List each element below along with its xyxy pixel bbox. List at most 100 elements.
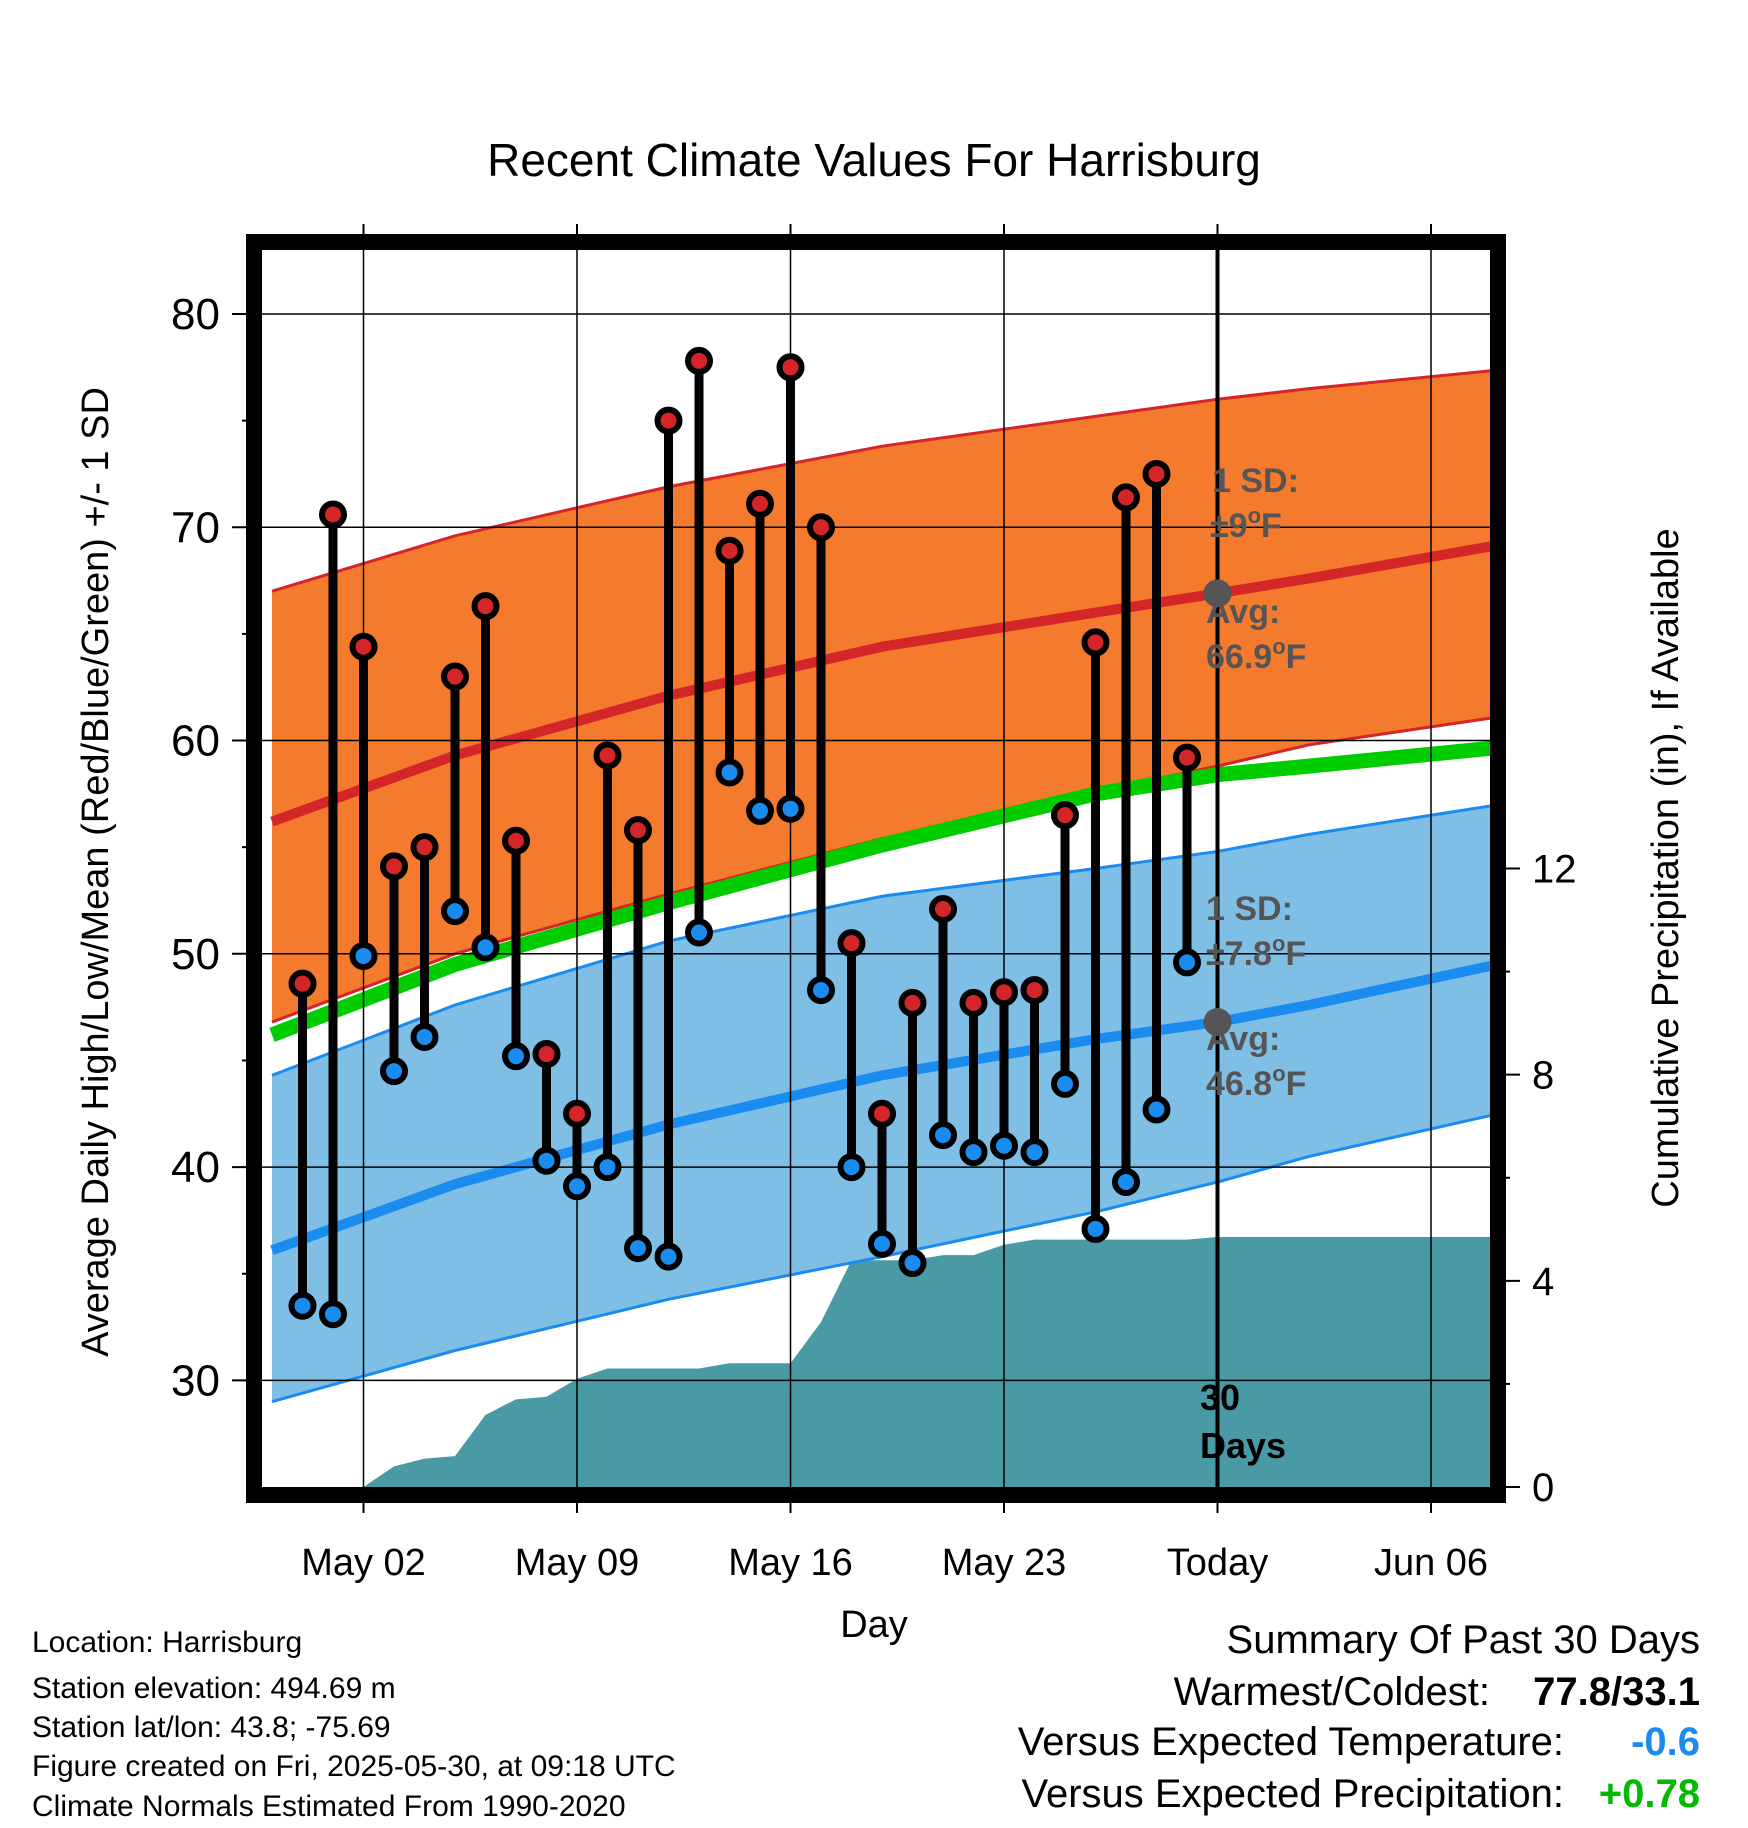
daily-low-point xyxy=(624,1234,652,1263)
y2-tick-label: 0 xyxy=(1532,1466,1554,1510)
daily-low-point xyxy=(1142,1095,1171,1124)
daily-high-point xyxy=(410,833,439,862)
daily-low-point xyxy=(685,918,713,947)
daily-high-point xyxy=(715,536,744,565)
info-location: Location: Harrisburg xyxy=(32,1626,303,1659)
daily-low-point xyxy=(441,897,469,926)
daily-high-point xyxy=(288,969,317,998)
daily-high-point xyxy=(502,826,530,855)
daily-low-point xyxy=(1173,948,1201,977)
y-tick-label: 40 xyxy=(171,1143,220,1192)
daily-high-point xyxy=(563,1099,591,1128)
summary-precip-value: +0.78 xyxy=(1598,1772,1700,1816)
daily-high-point xyxy=(929,895,957,924)
x-tick-label: May 23 xyxy=(942,1542,1067,1584)
low-sd-label: 1 SD: xyxy=(1206,890,1293,928)
daily-low-point xyxy=(410,1022,439,1051)
y2-tick-label: 4 xyxy=(1532,1260,1554,1304)
daily-high-point xyxy=(654,406,683,435)
high-avg-value: 66.9oF xyxy=(1206,634,1306,676)
daily-high-point xyxy=(837,929,866,958)
daily-low-point xyxy=(990,1131,1018,1160)
summary-title: Summary Of Past 30 Days xyxy=(1226,1618,1700,1662)
daily-high-point xyxy=(1142,459,1171,488)
daily-high-point xyxy=(776,353,805,382)
summary-temp-value: -0.6 xyxy=(1631,1720,1700,1764)
y-tick-label: 30 xyxy=(171,1356,220,1405)
daily-high-point xyxy=(441,662,469,691)
y2-tick-label: 12 xyxy=(1532,848,1577,892)
daily-low-point xyxy=(929,1121,957,1150)
avg-high-line xyxy=(270,541,1490,827)
high-avg-label: Avg: xyxy=(1206,593,1280,631)
y-tick-label: 70 xyxy=(171,503,220,552)
daily-low-point xyxy=(593,1153,622,1182)
info-elevation: Station elevation: 494.69 m xyxy=(32,1672,396,1705)
daily-high-point xyxy=(1020,976,1049,1005)
x-tick-label: Jun 06 xyxy=(1374,1542,1488,1584)
daily-low-point xyxy=(319,1300,347,1329)
summary-precip-label: Versus Expected Precipitation: xyxy=(1021,1772,1564,1816)
daily-high-point xyxy=(1051,801,1079,830)
x-tick-label: May 09 xyxy=(515,1542,640,1584)
daily-high-point xyxy=(532,1040,561,1069)
daily-low-point xyxy=(471,933,500,962)
daily-high-point xyxy=(746,489,774,518)
daily-low-point xyxy=(502,1042,530,1071)
low-avg-label: Avg: xyxy=(1206,1020,1280,1058)
daily-low-point xyxy=(532,1146,561,1175)
daily-low-point xyxy=(380,1057,408,1086)
daily-low-point xyxy=(776,794,805,823)
summary-warmest-value: 77.8/33.1 xyxy=(1533,1670,1700,1714)
y-tick-label: 80 xyxy=(171,290,220,339)
daily-low-point xyxy=(1020,1138,1049,1167)
low-sd-upper-line xyxy=(271,804,1490,1077)
daily-high-point xyxy=(380,852,408,881)
today-avg-high-dot xyxy=(1203,579,1232,608)
info-normals: Climate Normals Estimated From 1990-2020 xyxy=(32,1790,626,1823)
high-sd-value: ±9oF xyxy=(1210,503,1282,545)
daily-low-point xyxy=(746,796,774,825)
daily-low-point xyxy=(837,1153,866,1182)
daily-high-point xyxy=(1112,483,1140,512)
chart-title: Recent Climate Values For Harrisburg xyxy=(487,134,1261,186)
daily-low-point xyxy=(563,1172,591,1201)
daily-low-point xyxy=(349,941,378,970)
daily-low-point xyxy=(1112,1168,1140,1197)
info-latlon: Station lat/lon: 43.8; -75.69 xyxy=(32,1711,391,1744)
info-created: Figure created on Fri, 2025-05-30, at 09… xyxy=(32,1750,676,1783)
today-label-number: 30 xyxy=(1200,1377,1240,1418)
y2-tick-label: 8 xyxy=(1532,1054,1554,1098)
summary-warmest-label: Warmest/Coldest: xyxy=(1173,1670,1490,1714)
daily-low-point xyxy=(868,1229,896,1258)
daily-high-point xyxy=(990,978,1018,1007)
x-tick-label: Today xyxy=(1167,1542,1268,1584)
summary-temp-label: Versus Expected Temperature: xyxy=(1017,1720,1564,1764)
daily-high-point xyxy=(868,1099,896,1128)
daily-high-point xyxy=(898,988,927,1017)
low-sd-value: ±7.8oF xyxy=(1206,931,1306,973)
avg-low-line xyxy=(270,960,1490,1255)
daily-high-point xyxy=(471,592,500,621)
y2-axis-label: Cumulative Precipitation (in), If Availa… xyxy=(1645,528,1687,1207)
x-axis-label: Day xyxy=(840,1604,908,1646)
high-sd-label: 1 SD: xyxy=(1212,462,1299,500)
daily-high-point xyxy=(807,513,835,542)
daily-high-point xyxy=(349,632,378,661)
daily-high-point xyxy=(624,816,652,845)
y-axis-label: Average Daily High/Low/Mean (Red/Blue/Gr… xyxy=(75,387,117,1357)
daily-high-point xyxy=(593,741,622,770)
daily-low-point xyxy=(1051,1069,1079,1098)
y-tick-label: 50 xyxy=(171,930,220,979)
low-avg-value: 46.8oF xyxy=(1206,1061,1306,1103)
daily-high-point xyxy=(1081,628,1110,657)
low-sd-lower-line xyxy=(271,1114,1490,1404)
precip-area xyxy=(363,1237,1490,1487)
daily-low-point xyxy=(1081,1214,1110,1243)
x-tick-label: May 16 xyxy=(728,1542,853,1584)
today-label-unit: Days xyxy=(1200,1425,1286,1466)
daily-low-point xyxy=(898,1249,927,1278)
today-avg-low-dot xyxy=(1203,1008,1232,1037)
